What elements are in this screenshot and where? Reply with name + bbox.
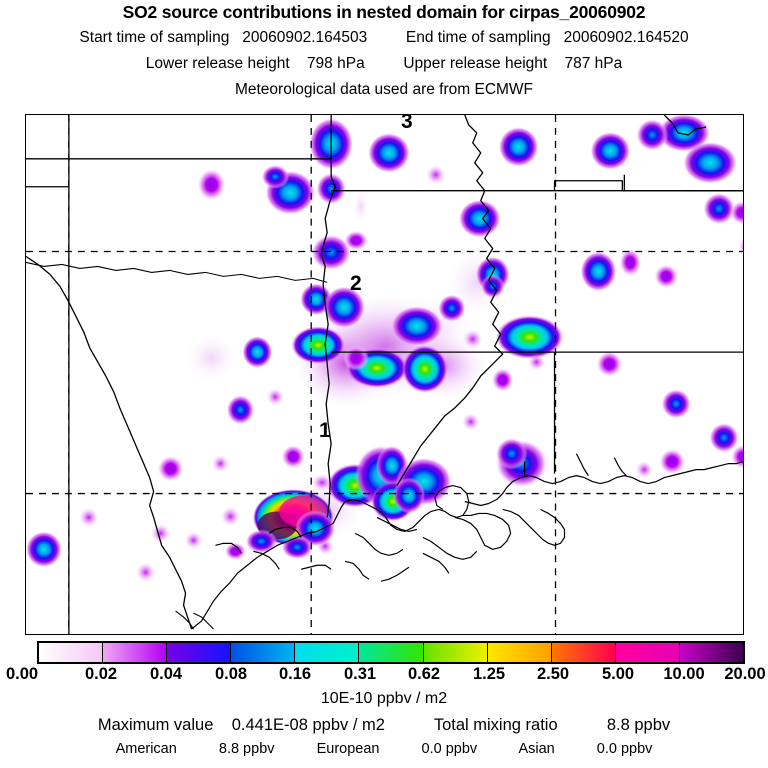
colorbar-tick-8: 2.50 [536,665,570,683]
coastline [191,453,743,630]
colorbar-segment-9 [615,643,680,662]
river-features [26,261,328,630]
colorbar [37,641,745,664]
total-mixing-ratio-value: 8.8 ppbv [606,716,671,734]
release-height-line: Lower release height 798 hPa Upper relea… [0,55,768,73]
colorbar-segment-5 [359,643,424,662]
end-time-value: 20060902.164520 [563,29,689,46]
map-canvas [26,115,743,634]
asian-value: 0.0 ppbv [596,741,653,757]
american-value: 8.8 ppbv [218,741,275,757]
lower-release-value: 798 hPa [306,55,365,72]
european-value: 0.0 ppbv [421,741,478,757]
colorbar-tick-7: 1.25 [472,665,506,683]
meteorological-source-line: Meteorological data used are from ECMWF [234,81,534,98]
colorbar-tick-9: 5.00 [601,665,635,683]
colorbar-tick-labels: 0.00 0.02 0.04 0.08 0.16 0.31 0.62 1.25 2.50 5.00… [0,665,768,687]
region-label-2: 2 [350,272,362,295]
start-time-label: Start time of sampling [79,29,230,46]
colorbar-tick-3: 0.08 [214,665,248,683]
state-borders [26,115,743,634]
colorbar-tick-6: 0.62 [407,665,441,683]
american-label: American [115,741,177,757]
colorbar-tick-11: 20.00 [724,665,766,683]
colorbar-units-label: 10E-10 ppbv / m2 [320,690,448,707]
colorbar-segment-1 [103,643,168,662]
region-label-3: 3 [401,114,413,133]
colorbar-segment-10 [679,643,744,662]
total-mixing-ratio-label: Total mixing ratio [433,716,558,734]
colorbar-segment-7 [487,643,552,662]
upper-release-label: Upper release height [403,55,548,72]
colorbar-tick-10: 10.00 [663,665,705,683]
page-title: SO2 source contributions in nested domai… [122,2,646,22]
max-value-value: 0.441E-08 ppbv / m2 [231,716,385,734]
asian-label: Asian [518,741,555,757]
colorbar-tick-1: 0.02 [84,665,118,683]
colorbar-segment-0 [39,643,104,662]
european-label: European [316,741,380,757]
colorbar-segment-3 [231,643,296,662]
colorbar-segment-8 [551,643,616,662]
region-label-1: 1 [319,419,331,442]
colorbar-tick-4: 0.16 [278,665,312,683]
end-time-label: End time of sampling [405,29,551,46]
upper-release-value: 787 hPa [564,55,623,72]
max-value-label: Maximum value [97,716,214,734]
colorbar-tick-2: 0.04 [149,665,183,683]
summary-line-1: Maximum value 0.441E-08 ppbv / m2 Total … [0,716,768,735]
lower-release-label: Lower release height [145,55,290,72]
start-time-value: 20060902.164503 [242,29,368,46]
map-plot-area: 3 2 1 [25,114,744,635]
colorbar-segment-2 [167,643,232,662]
summary-line-2: American 8.8 ppbv European 0.0 ppbv Asia… [0,741,768,757]
colorbar-tick-5: 0.31 [343,665,377,683]
colorbar-segment-6 [423,643,488,662]
colorbar-tick-0: 0.00 [5,665,39,683]
colorbar-segment-4 [295,643,360,662]
sampling-time-line: Start time of sampling 20060902.164503 E… [0,29,768,47]
